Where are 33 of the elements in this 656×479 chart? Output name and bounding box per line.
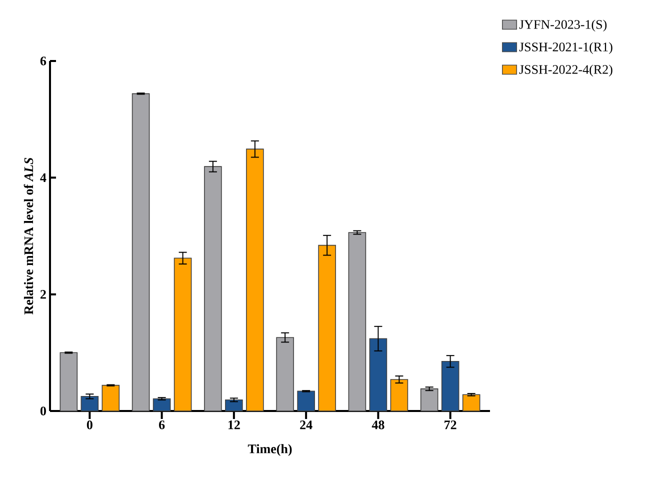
y-tick-label: 6 xyxy=(40,56,46,66)
y-tick-label: 0 xyxy=(40,406,46,416)
y-axis-title: Relative mRNA level of ALS xyxy=(24,158,34,314)
bar xyxy=(462,394,480,412)
bar xyxy=(441,361,460,412)
bar xyxy=(369,338,388,412)
bar xyxy=(390,379,408,412)
x-tick-label: 12 xyxy=(228,420,240,430)
x-tick-label: 72 xyxy=(444,420,456,430)
bar xyxy=(152,398,171,412)
x-tick-label: 48 xyxy=(372,420,384,430)
bar xyxy=(318,244,336,412)
legend-label: JSSH-2022-4(R2) xyxy=(519,64,612,77)
bar xyxy=(246,148,264,412)
x-tick-label: 6 xyxy=(158,420,165,430)
bar xyxy=(80,396,99,412)
bar xyxy=(174,258,192,412)
y-tick-label: 4 xyxy=(40,173,46,182)
x-axis-title: Time(h) xyxy=(248,444,292,456)
x-tick-label: 24 xyxy=(300,420,312,430)
bar xyxy=(204,166,222,412)
bar xyxy=(348,232,366,412)
legend-label: JYFN-2023-1(S) xyxy=(519,20,607,32)
legend-label: JSSH-2021-1(R1) xyxy=(519,42,612,54)
bar xyxy=(225,400,243,412)
bar xyxy=(276,337,294,412)
bar xyxy=(132,93,150,412)
y-tick-label: 2 xyxy=(40,290,46,299)
bar xyxy=(297,390,315,412)
bar xyxy=(420,388,438,412)
bar xyxy=(60,352,78,412)
x-tick-label: 0 xyxy=(86,420,92,430)
bar xyxy=(102,384,120,412)
